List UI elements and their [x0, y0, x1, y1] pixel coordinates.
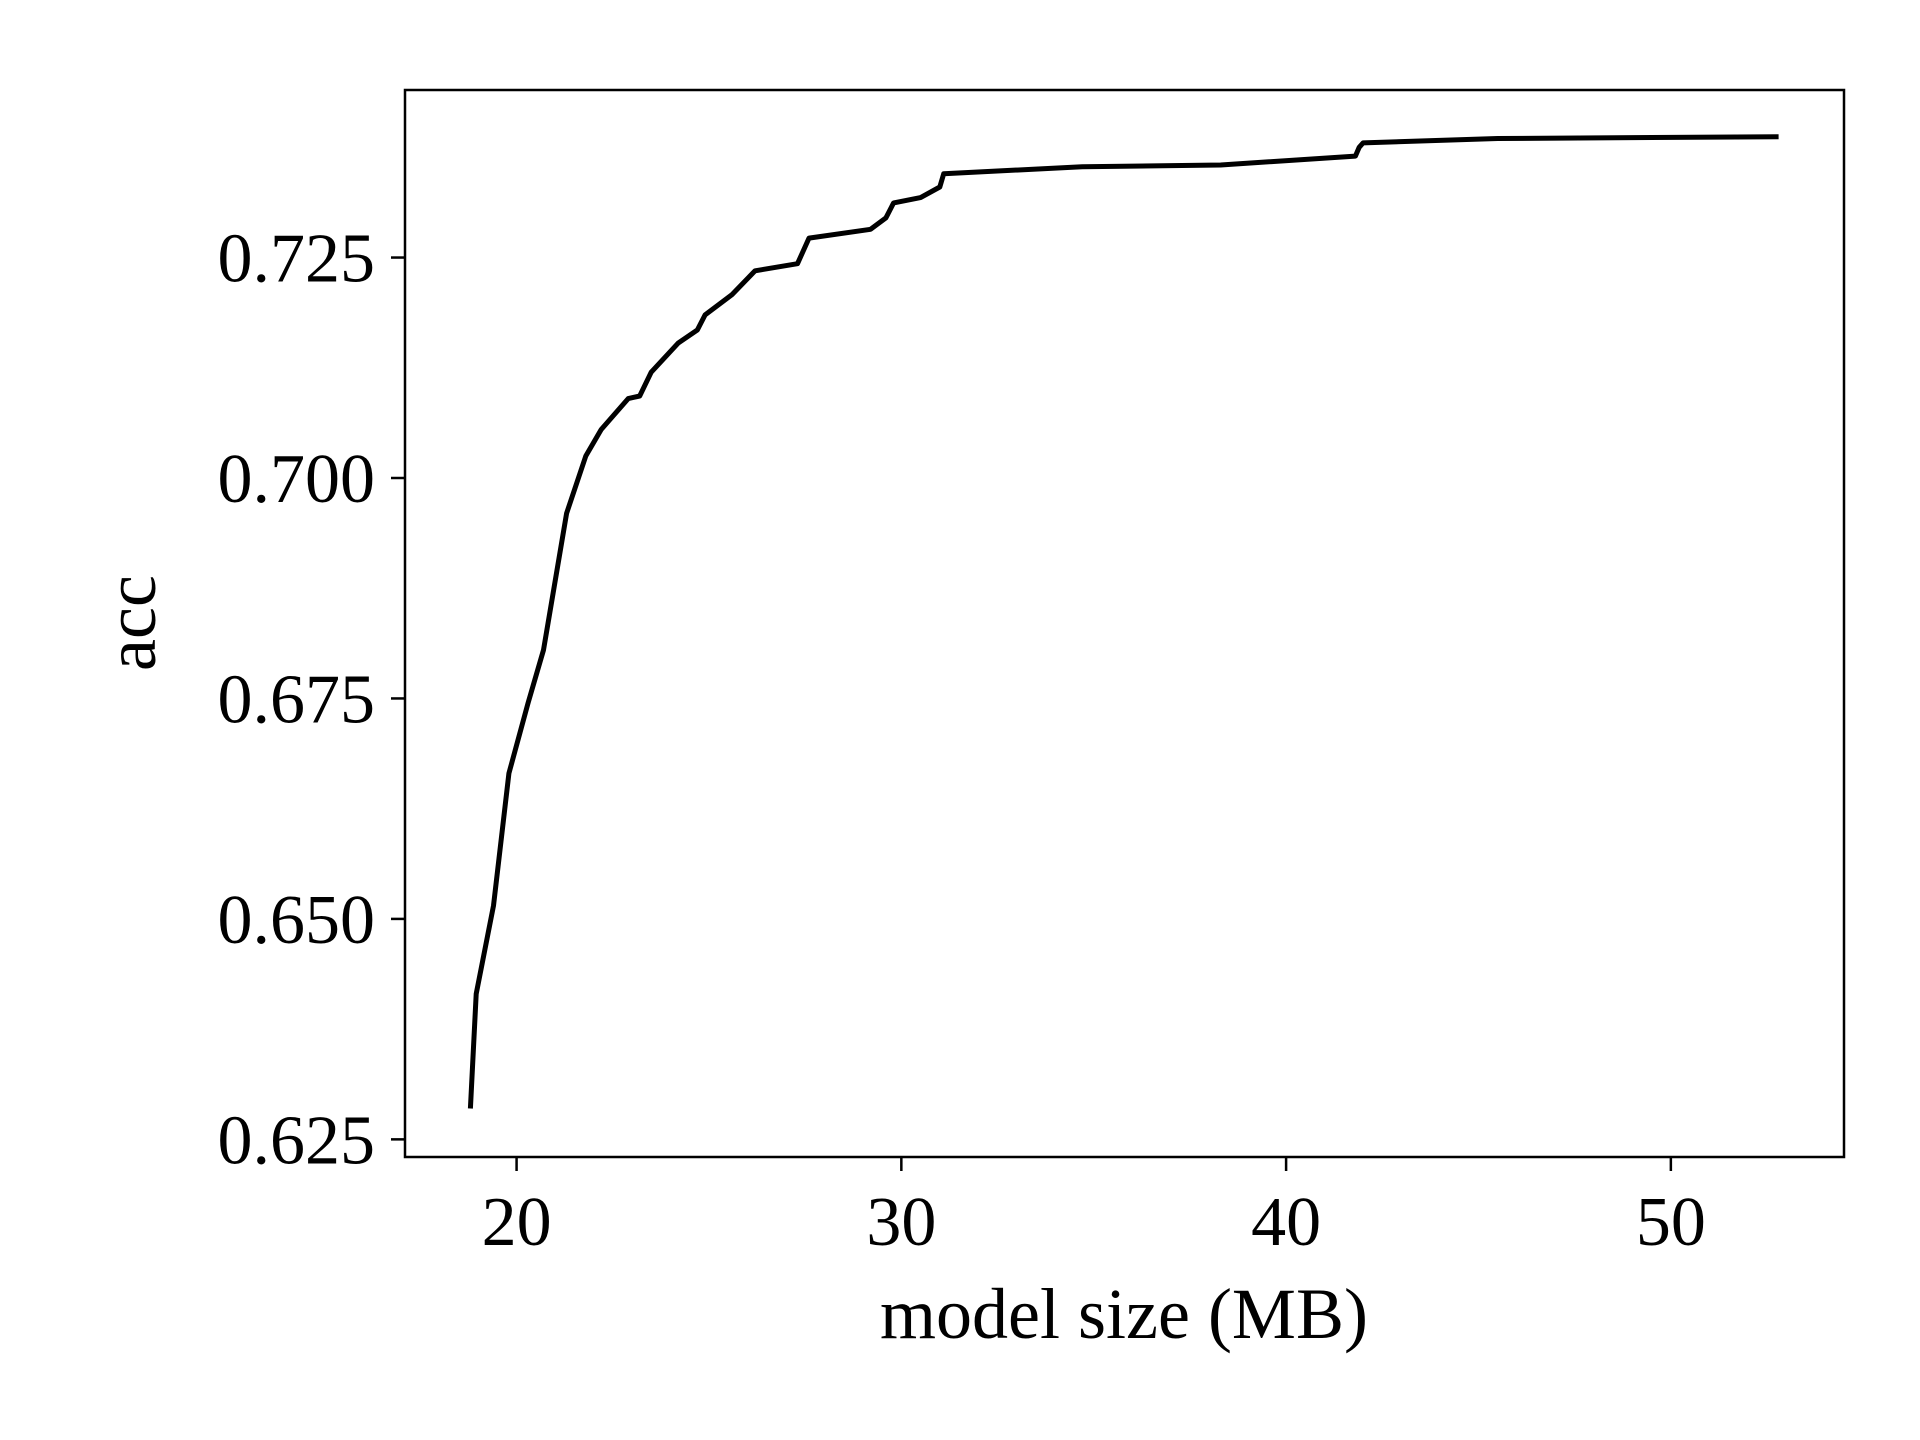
plot-area-frame — [403, 88, 1846, 1159]
y-tick-label: 0.625 — [218, 1102, 376, 1179]
x-tick-label: 20 — [482, 1184, 552, 1261]
x-axis: 20 30 40 50 — [482, 1157, 1706, 1261]
y-tick-label: 0.725 — [218, 221, 376, 298]
y-tick-label: 0.700 — [218, 441, 376, 518]
x-tick-label: 50 — [1636, 1184, 1706, 1261]
x-tick-label: 40 — [1251, 1184, 1321, 1261]
y-tick-label: 0.650 — [218, 882, 376, 959]
series-line — [467, 134, 1779, 1109]
x-tick-label: 30 — [866, 1184, 936, 1261]
y-axis: 0.625 0.650 0.675 0.700 0.725 — [218, 221, 405, 1179]
x-axis-title: model size (MB) — [880, 1274, 1368, 1354]
y-axis-title: acc — [91, 575, 171, 671]
y-tick-label: 0.675 — [218, 661, 376, 738]
